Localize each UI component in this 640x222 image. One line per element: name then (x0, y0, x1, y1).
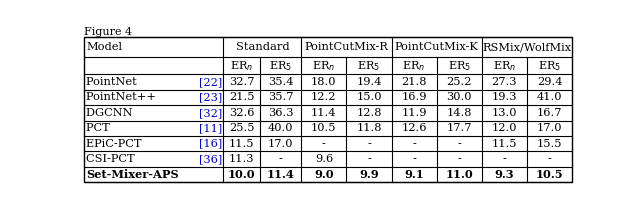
Text: 11.5: 11.5 (492, 139, 517, 149)
Text: PointCutMix-R: PointCutMix-R (305, 42, 388, 52)
Text: PointNet++: PointNet++ (86, 93, 160, 103)
Text: ER$_5$: ER$_5$ (357, 59, 381, 73)
Text: 30.0: 30.0 (447, 93, 472, 103)
Text: 21.8: 21.8 (401, 77, 427, 87)
Text: 12.8: 12.8 (356, 108, 382, 118)
Text: -: - (412, 154, 416, 164)
Text: -: - (322, 139, 326, 149)
Text: 11.8: 11.8 (356, 123, 382, 133)
Text: 17.0: 17.0 (537, 123, 563, 133)
Text: [23]: [23] (198, 93, 222, 103)
Text: 25.5: 25.5 (229, 123, 255, 133)
Text: 19.4: 19.4 (356, 77, 382, 87)
Text: [16]: [16] (198, 139, 222, 149)
Text: [32]: [32] (198, 108, 222, 118)
Text: DGCNN: DGCNN (86, 108, 136, 118)
Text: 9.1: 9.1 (404, 169, 424, 180)
Text: [11]: [11] (198, 123, 222, 133)
Text: PointCutMix-K: PointCutMix-K (395, 42, 479, 52)
Text: 10.5: 10.5 (311, 123, 337, 133)
Text: ER$_5$: ER$_5$ (447, 59, 471, 73)
Text: 17.0: 17.0 (268, 139, 294, 149)
Text: 16.7: 16.7 (537, 108, 563, 118)
Text: 32.6: 32.6 (229, 108, 255, 118)
Text: ER$_5$: ER$_5$ (269, 59, 292, 73)
Bar (84, 38, 572, 182)
Text: 35.7: 35.7 (268, 93, 294, 103)
Text: 9.3: 9.3 (495, 169, 514, 180)
Text: Model: Model (86, 42, 122, 52)
Text: 11.3: 11.3 (229, 154, 255, 164)
Text: -: - (458, 154, 461, 164)
Text: 10.5: 10.5 (536, 169, 563, 180)
Text: 41.0: 41.0 (537, 93, 563, 103)
Text: 12.0: 12.0 (492, 123, 517, 133)
Text: 36.3: 36.3 (268, 108, 294, 118)
Text: 11.0: 11.0 (445, 169, 473, 180)
Text: 16.9: 16.9 (401, 93, 427, 103)
Text: -: - (367, 154, 371, 164)
Text: 35.4: 35.4 (268, 77, 294, 87)
Text: 11.4: 11.4 (311, 108, 337, 118)
Text: ER$_5$: ER$_5$ (538, 59, 561, 73)
Text: 15.0: 15.0 (356, 93, 382, 103)
Text: 19.3: 19.3 (492, 93, 517, 103)
Text: PointNet: PointNet (86, 77, 141, 87)
Text: 29.4: 29.4 (537, 77, 563, 87)
Text: -: - (502, 154, 506, 164)
Text: 12.2: 12.2 (311, 93, 337, 103)
Text: ER$_n$: ER$_n$ (312, 59, 335, 73)
Text: ER$_n$: ER$_n$ (230, 59, 253, 73)
Text: [36]: [36] (198, 154, 222, 164)
Text: -: - (548, 154, 552, 164)
Text: 21.5: 21.5 (229, 93, 255, 103)
Text: EPiC-PCT: EPiC-PCT (86, 139, 145, 149)
Text: ER$_n$: ER$_n$ (403, 59, 426, 73)
Text: 12.6: 12.6 (401, 123, 427, 133)
Text: ER$_n$: ER$_n$ (493, 59, 516, 73)
Text: 9.9: 9.9 (359, 169, 379, 180)
Text: PCT: PCT (86, 123, 113, 133)
Text: 10.0: 10.0 (228, 169, 255, 180)
Text: 9.0: 9.0 (314, 169, 333, 180)
Text: [22]: [22] (198, 77, 222, 87)
Text: 14.8: 14.8 (447, 108, 472, 118)
Text: -: - (279, 154, 283, 164)
Text: 9.6: 9.6 (315, 154, 333, 164)
Text: RSMix/WolfMix: RSMix/WolfMix (483, 42, 572, 52)
Text: 11.9: 11.9 (401, 108, 427, 118)
Text: 13.0: 13.0 (492, 108, 517, 118)
Text: Figure 4: Figure 4 (84, 27, 132, 37)
Text: CSI-PCT: CSI-PCT (86, 154, 138, 164)
Text: -: - (367, 139, 371, 149)
Text: -: - (412, 139, 416, 149)
Text: 25.2: 25.2 (447, 77, 472, 87)
Text: -: - (458, 139, 461, 149)
Text: 27.3: 27.3 (492, 77, 517, 87)
Text: 17.7: 17.7 (447, 123, 472, 133)
Text: 18.0: 18.0 (311, 77, 337, 87)
Text: 11.4: 11.4 (267, 169, 294, 180)
Text: 15.5: 15.5 (537, 139, 563, 149)
Text: Set-Mixer-APS: Set-Mixer-APS (86, 169, 179, 180)
Text: 40.0: 40.0 (268, 123, 294, 133)
Text: 11.5: 11.5 (229, 139, 255, 149)
Text: 32.7: 32.7 (229, 77, 255, 87)
Text: Standard: Standard (236, 42, 289, 52)
